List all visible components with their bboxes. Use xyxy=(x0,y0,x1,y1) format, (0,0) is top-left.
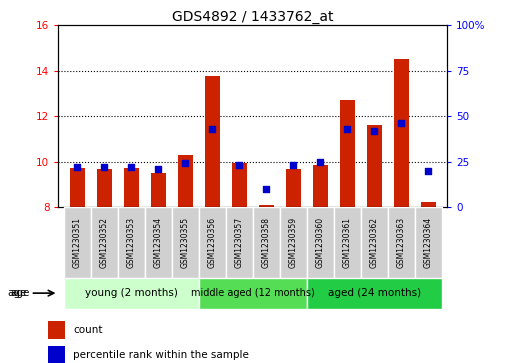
Point xyxy=(154,166,163,172)
Bar xyxy=(178,155,193,207)
Point xyxy=(127,164,135,170)
Point xyxy=(397,121,405,126)
Point xyxy=(424,168,432,174)
Text: age: age xyxy=(10,288,29,298)
Point xyxy=(316,159,324,164)
Point xyxy=(181,160,189,166)
Title: GDS4892 / 1433762_at: GDS4892 / 1433762_at xyxy=(172,11,333,24)
Text: aged (24 months): aged (24 months) xyxy=(328,288,421,298)
Text: GSM1230358: GSM1230358 xyxy=(262,217,271,268)
Bar xyxy=(70,168,85,207)
Point xyxy=(343,126,351,132)
Text: GSM1230355: GSM1230355 xyxy=(181,217,190,268)
Text: young (2 months): young (2 months) xyxy=(85,288,178,298)
Text: count: count xyxy=(73,325,103,335)
Bar xyxy=(48,346,65,363)
Bar xyxy=(226,207,253,278)
Bar xyxy=(307,207,334,278)
Text: GSM1230363: GSM1230363 xyxy=(397,217,406,268)
Text: GSM1230351: GSM1230351 xyxy=(73,217,82,268)
Bar xyxy=(172,207,199,278)
Point xyxy=(370,128,378,134)
Text: GSM1230356: GSM1230356 xyxy=(208,217,217,268)
Text: GSM1230359: GSM1230359 xyxy=(289,217,298,268)
Bar xyxy=(232,163,247,207)
Point xyxy=(289,162,297,168)
Bar xyxy=(91,207,118,278)
Bar xyxy=(151,173,166,207)
Bar xyxy=(394,60,408,207)
Bar xyxy=(124,168,139,207)
Bar xyxy=(415,207,441,278)
Bar xyxy=(64,207,91,278)
Bar xyxy=(253,207,280,278)
Bar xyxy=(280,207,307,278)
Bar xyxy=(307,278,441,309)
Text: GSM1230352: GSM1230352 xyxy=(100,217,109,268)
Point xyxy=(235,162,243,168)
Text: GSM1230354: GSM1230354 xyxy=(154,217,163,268)
Text: percentile rank within the sample: percentile rank within the sample xyxy=(73,350,249,360)
Bar xyxy=(334,207,361,278)
Bar xyxy=(340,100,355,207)
Text: GSM1230353: GSM1230353 xyxy=(127,217,136,268)
Text: middle aged (12 months): middle aged (12 months) xyxy=(191,288,314,298)
Bar xyxy=(97,170,112,207)
Bar xyxy=(313,165,328,207)
Text: GSM1230360: GSM1230360 xyxy=(315,217,325,268)
Text: GSM1230357: GSM1230357 xyxy=(235,217,244,268)
Bar xyxy=(259,205,274,207)
Point xyxy=(262,186,270,192)
Bar xyxy=(118,207,145,278)
Text: GSM1230361: GSM1230361 xyxy=(343,217,352,268)
Bar xyxy=(64,278,199,309)
Bar xyxy=(367,125,382,207)
Text: age: age xyxy=(8,288,27,298)
Text: GSM1230364: GSM1230364 xyxy=(424,217,433,268)
Point xyxy=(208,126,216,132)
Text: GSM1230362: GSM1230362 xyxy=(370,217,378,268)
Bar xyxy=(421,202,435,207)
Bar xyxy=(48,321,65,339)
Bar xyxy=(199,207,226,278)
Bar xyxy=(145,207,172,278)
Bar xyxy=(388,207,415,278)
Point xyxy=(73,164,81,170)
Bar xyxy=(286,170,301,207)
Bar xyxy=(205,77,219,207)
Point xyxy=(100,164,108,170)
Bar xyxy=(199,278,307,309)
Bar xyxy=(361,207,388,278)
